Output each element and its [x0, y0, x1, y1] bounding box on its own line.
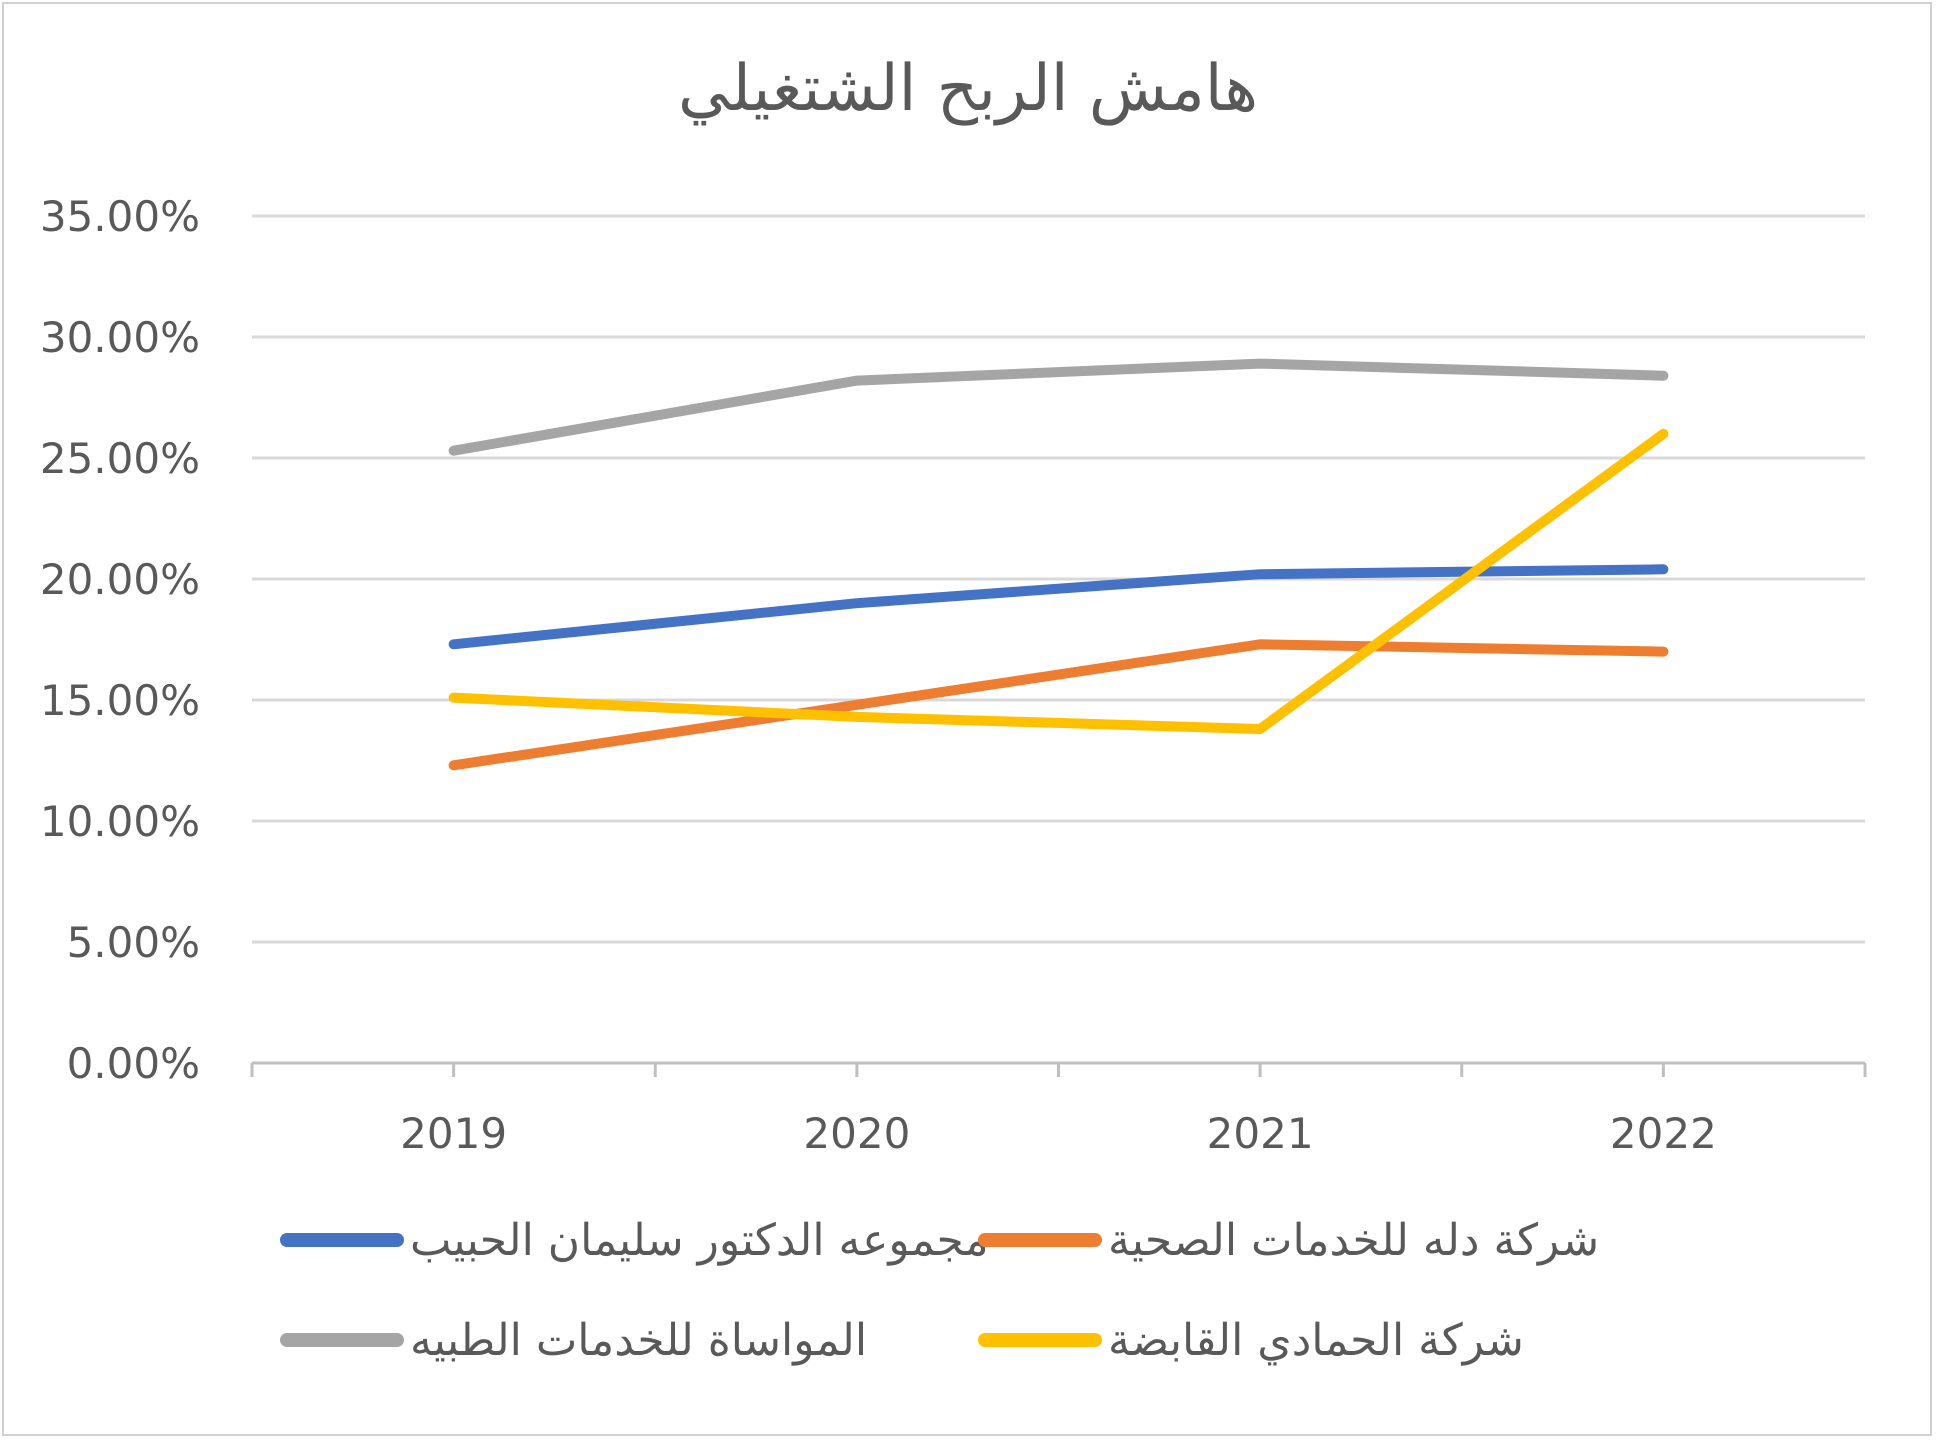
legend-swatch-series-4: [978, 1333, 1102, 1347]
legend-label-series-2: شركة دله للخدمات الصحية: [1108, 1214, 1600, 1266]
legend-label-series-4: شركة الحمادي القابضة: [1108, 1314, 1524, 1366]
series-line-1[interactable]: [448, 564, 1669, 650]
legend-swatch-series-1: [280, 1233, 404, 1247]
y-tick-label: 35.00%: [40, 192, 200, 241]
legend: مجموعه الدكتور سليمان الحبيب شركة دله لل…: [280, 1210, 1630, 1410]
legend-item-series-2[interactable]: شركة دله للخدمات الصحية: [978, 1210, 1599, 1270]
series-line-4[interactable]: [448, 428, 1669, 734]
series-line-2[interactable]: [448, 639, 1669, 771]
legend-item-series-1[interactable]: مجموعه الدكتور سليمان الحبيب: [280, 1210, 989, 1270]
y-tick-label: 10.00%: [40, 797, 200, 846]
y-tick-label: 15.00%: [40, 676, 200, 725]
x-tick-label: 2022: [1610, 1109, 1717, 1158]
chart-title: هامش الربح الشتغيلي: [678, 52, 1258, 126]
legend-item-series-3[interactable]: المواساة للخدمات الطبيه: [280, 1310, 867, 1370]
y-tick-label: 20.00%: [40, 555, 200, 604]
legend-swatch-series-2: [978, 1233, 1102, 1247]
x-tick-label: 2021: [1207, 1109, 1314, 1158]
y-tick-label: 0.00%: [67, 1039, 200, 1088]
legend-label-series-3: المواساة للخدمات الطبيه: [410, 1314, 868, 1366]
x-tick-label: 2019: [400, 1109, 507, 1158]
legend-swatch-series-3: [280, 1333, 404, 1347]
y-tick-label: 25.00%: [40, 434, 200, 483]
y-tick-label: 30.00%: [40, 313, 200, 362]
legend-label-series-1: مجموعه الدكتور سليمان الحبيب: [410, 1214, 989, 1266]
y-tick-label: 5.00%: [67, 918, 200, 967]
legend-item-series-4[interactable]: شركة الحمادي القابضة: [978, 1310, 1524, 1370]
x-tick-label: 2020: [803, 1109, 910, 1158]
series-line-3[interactable]: [448, 358, 1669, 456]
